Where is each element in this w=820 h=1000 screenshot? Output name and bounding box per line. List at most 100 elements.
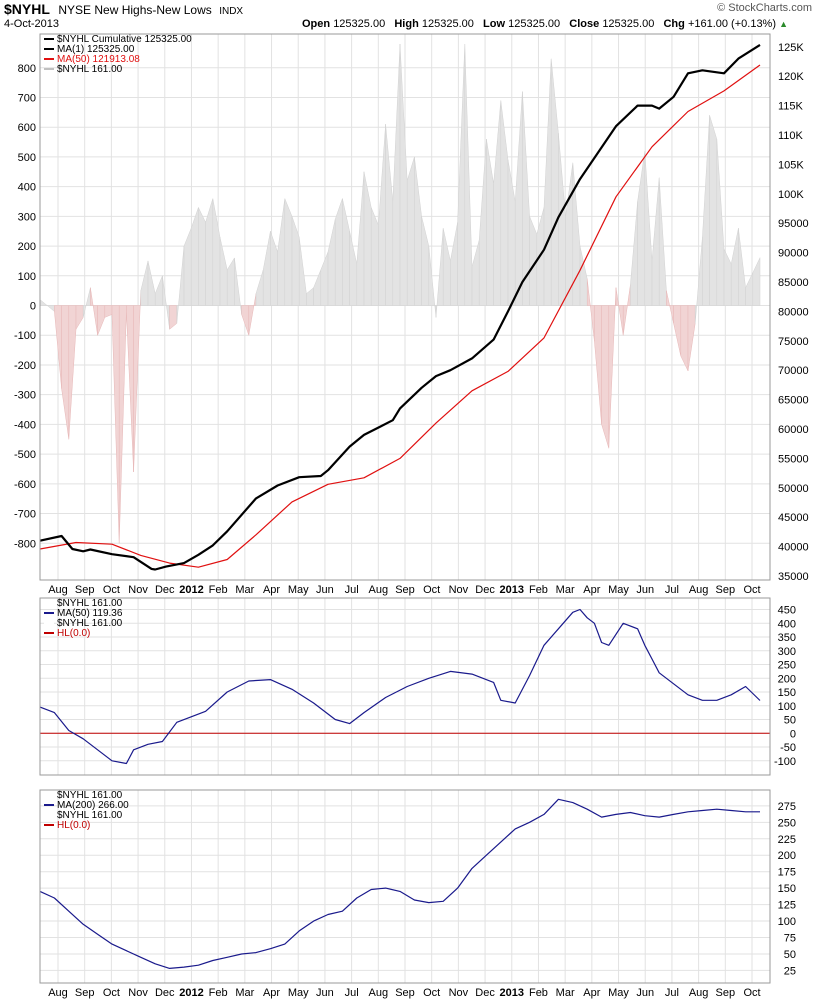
legend-main-entry: $NYHL Cumulative 125325.00 bbox=[57, 34, 192, 45]
nyhl-bar bbox=[658, 177, 667, 306]
nyhl-bar bbox=[320, 251, 329, 306]
cumulative-line bbox=[39, 43, 761, 571]
nyhl-bar bbox=[313, 269, 322, 306]
x-tick-label: Sep bbox=[395, 584, 415, 596]
y-tick-left: 400 bbox=[18, 182, 36, 194]
y-tick-right: 40000 bbox=[778, 542, 809, 554]
nyhl-bar bbox=[97, 305, 106, 336]
legend-main-entry: MA(50) 121913.08 bbox=[57, 54, 140, 65]
x-tick-label: Mar bbox=[556, 584, 575, 596]
y-tick-right: 105K bbox=[778, 159, 804, 171]
y-tick-left: -500 bbox=[14, 449, 36, 461]
nyhl-bar bbox=[586, 278, 595, 342]
y-tick-left: 0 bbox=[30, 301, 36, 313]
nyhl-bar bbox=[543, 58, 552, 306]
y-tick-osc200: 50 bbox=[784, 949, 796, 961]
y-tick-left: -700 bbox=[14, 509, 36, 521]
x-tick-label: Jun bbox=[636, 987, 654, 999]
y-tick-left: -600 bbox=[14, 479, 36, 491]
nyhl-bar bbox=[140, 260, 149, 306]
x-tick-label: Dec bbox=[155, 987, 175, 999]
x-tick-label: Jun bbox=[316, 584, 334, 596]
nyhl-bar bbox=[370, 207, 379, 306]
y-tick-left: -100 bbox=[14, 330, 36, 342]
nyhl-bar bbox=[39, 299, 55, 312]
nyhl-bar bbox=[190, 207, 199, 306]
x-tick-label: Feb bbox=[209, 987, 228, 999]
y-tick-right: 70000 bbox=[778, 365, 809, 377]
x-tick-label: Jul bbox=[665, 987, 679, 999]
y-tick-left: -200 bbox=[14, 360, 36, 372]
y-tick-osc50: 100 bbox=[778, 701, 796, 713]
x-tick-label: Dec bbox=[475, 584, 495, 596]
chart-exchange: INDX bbox=[219, 6, 244, 17]
x-tick-label: Oct bbox=[743, 987, 760, 999]
nyhl-bar bbox=[205, 198, 214, 306]
x-tick-label: Nov bbox=[449, 987, 469, 999]
x-tick-label: Sep bbox=[395, 987, 415, 999]
nyhl-bar bbox=[219, 237, 228, 306]
nyhl-bar bbox=[169, 305, 178, 330]
panel-frame-osc200 bbox=[39, 789, 771, 984]
nyhl-bar bbox=[342, 198, 350, 306]
watermark: © StockCharts.com bbox=[717, 2, 812, 14]
high-label: High bbox=[394, 18, 419, 30]
y-tick-right: 120K bbox=[778, 71, 804, 83]
y-tick-left: 500 bbox=[18, 152, 36, 164]
nyhl-bar bbox=[702, 115, 710, 306]
y-tick-osc50: 0 bbox=[790, 728, 796, 740]
x-tick-label: Sep bbox=[716, 987, 736, 999]
y-tick-right: 115K bbox=[778, 101, 804, 113]
x-tick-label: 2013 bbox=[500, 584, 524, 596]
nyhl-bar bbox=[709, 115, 718, 306]
nyhl-bar bbox=[622, 284, 631, 336]
x-tick-label: Dec bbox=[475, 987, 495, 999]
nyhl-bar bbox=[270, 231, 278, 306]
y-tick-osc200: 175 bbox=[778, 867, 796, 879]
x-tick-label: Mar bbox=[235, 584, 254, 596]
nyhl-bar bbox=[68, 305, 77, 440]
legend-main-entry: MA(1) 125325.00 bbox=[57, 44, 135, 55]
nyhl-bar bbox=[392, 43, 401, 306]
x-tick-label: Aug bbox=[369, 987, 389, 999]
x-tick-label: May bbox=[608, 584, 629, 596]
nyhl-bar bbox=[464, 43, 473, 306]
nyhl-bar bbox=[198, 207, 206, 306]
chg-label: Chg bbox=[663, 18, 685, 30]
legend-osc50-entry: $NYHL 161.00 bbox=[57, 598, 123, 609]
nyhl-bar bbox=[493, 100, 502, 306]
y-tick-right: 125K bbox=[778, 42, 804, 54]
y-tick-right: 85000 bbox=[778, 277, 809, 289]
nyhl-bar bbox=[284, 198, 293, 306]
close-value: 125325.00 bbox=[602, 18, 655, 30]
nyhl-bar bbox=[500, 100, 509, 306]
y-tick-right: 95000 bbox=[778, 218, 809, 230]
x-tick-label: Dec bbox=[155, 584, 175, 596]
x-tick-label: Aug bbox=[48, 987, 68, 999]
nyhl-bar bbox=[75, 305, 84, 331]
x-tick-label: Oct bbox=[743, 584, 760, 596]
x-tick-label: Apr bbox=[263, 987, 280, 999]
y-tick-left: 100 bbox=[18, 271, 36, 283]
nyhl-histogram bbox=[39, 43, 761, 544]
open-label: Open bbox=[302, 18, 331, 30]
nyhl-bar bbox=[154, 275, 163, 306]
nyhl-bar bbox=[435, 228, 444, 318]
nyhl-bar bbox=[248, 293, 257, 336]
y-tick-osc50: 300 bbox=[778, 646, 796, 658]
y-tick-osc50: -50 bbox=[780, 742, 796, 754]
x-tick-label: Jun bbox=[636, 584, 654, 596]
ma50-line bbox=[39, 64, 761, 568]
x-tick-label: Aug bbox=[689, 987, 709, 999]
x-tick-label: Sep bbox=[716, 584, 736, 596]
ohlc-readout: Open 125325.00 High 125325.00 Low 125325… bbox=[302, 18, 788, 30]
x-tick-label: May bbox=[608, 987, 629, 999]
legend-osc200-entry: MA(200) 266.00 bbox=[57, 800, 129, 811]
nyhl-bar bbox=[421, 216, 430, 306]
y-tick-osc200: 275 bbox=[778, 801, 796, 813]
chart-name: NYSE New Highs-New Lows bbox=[58, 3, 212, 17]
y-tick-right: 80000 bbox=[778, 306, 809, 318]
nyhl-bar bbox=[176, 246, 185, 324]
